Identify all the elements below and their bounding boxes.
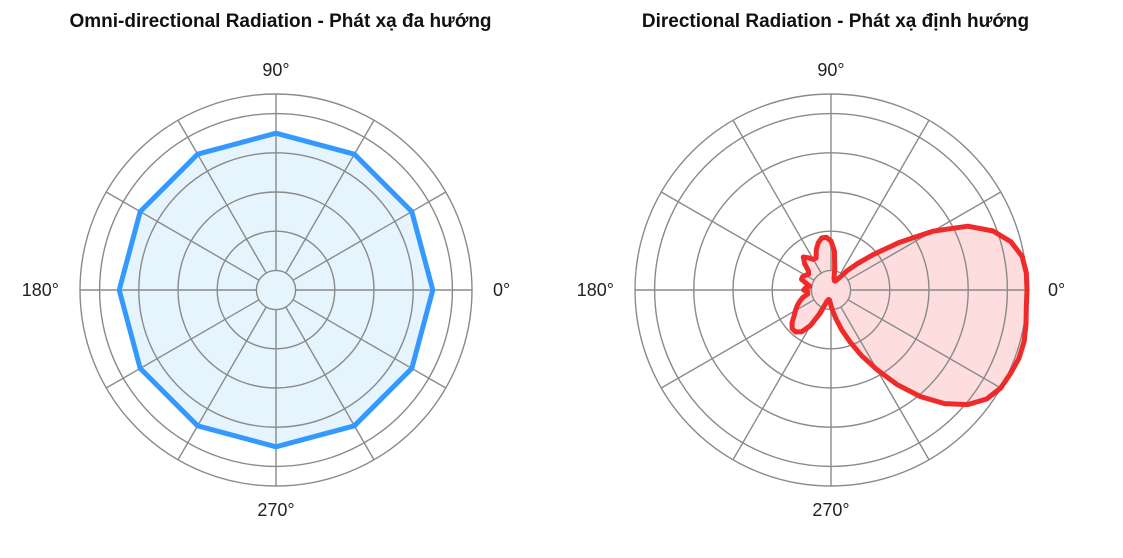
grid-spoke [285,119,375,274]
grid-spoke [285,306,375,461]
radiation-pattern-line [116,130,436,450]
grid-spoke [105,191,260,281]
grid-spoke [105,299,260,389]
grid-spoke [292,191,447,281]
grid-spoke [660,191,815,281]
grid-spoke [660,299,815,389]
angle-tick-label: 90° [817,60,844,80]
angle-tick-label: 90° [262,60,289,80]
angle-tick-label: 270° [812,500,849,520]
grid-spoke [177,119,267,274]
angle-tick-label: 0° [493,280,510,300]
grid-spoke [732,306,822,461]
directional-chart-panel: 0° 90° 180° 270° Directional Radiation - Ph… [555,0,1116,558]
pattern-fill-area [119,133,433,447]
omni-polar-chart: 0° 90° 180° 270° [22,60,510,520]
radiation-pattern-line [789,223,1030,408]
grid-spoke [292,299,447,389]
angle-tick-label: 0° [1048,280,1065,300]
pattern-fill-area [792,226,1027,405]
directional-chart-title: Directional Radiation - Phát xạ định hướ… [641,11,1030,32]
omni-chart-title: Omni-directional Radiation - Phát xạ đa … [69,11,492,32]
grid-spoke [840,306,930,461]
omni-chart-panel: 0° 90° 180° 270° Omni-directional Radiation… [0,0,561,558]
angle-tick-label: 180° [577,280,614,300]
angle-tick-label: 180° [22,280,59,300]
angle-tick-label: 270° [257,500,294,520]
grid-spoke [177,306,267,461]
directional-polar-chart: 0° 90° 180° 270° [577,60,1065,520]
grid-spoke [840,119,930,274]
grid-spoke [847,299,1002,389]
grid-spoke [732,119,822,274]
